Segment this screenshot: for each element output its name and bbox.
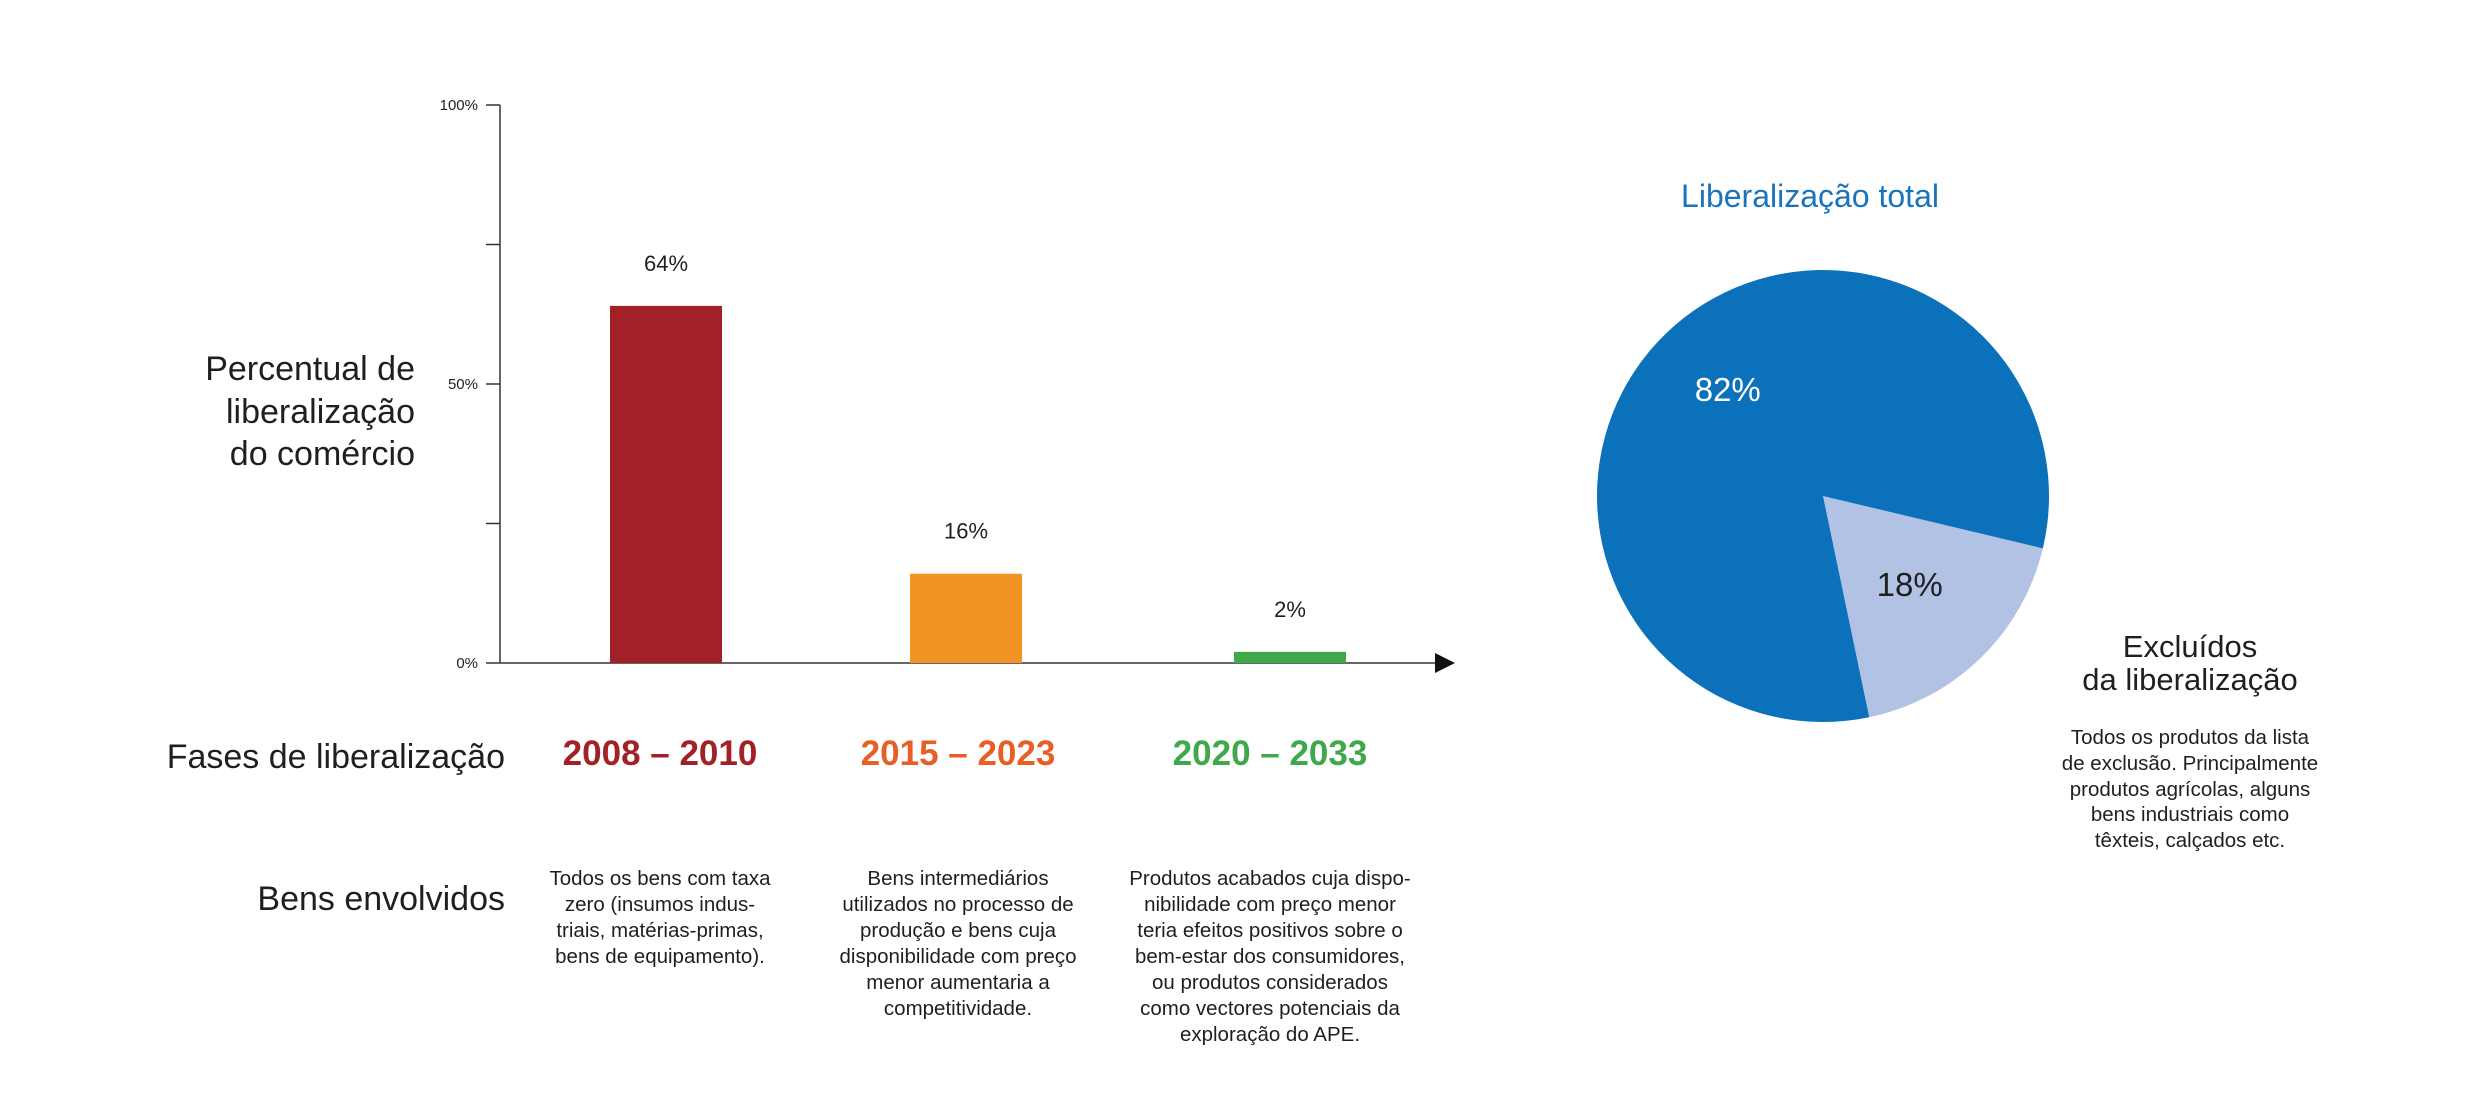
goods-description-2: Bens intermediários utilizados no proces…: [839, 867, 1077, 1021]
bar-value-label: 2%: [1274, 597, 1306, 622]
x-axis-arrow: [1435, 653, 1455, 673]
goods-row-label: Bens envolvidos: [257, 880, 505, 918]
bar-3: [1234, 651, 1346, 663]
pie-value-label: 18%: [1877, 566, 1943, 603]
pie-slice-2: [1823, 496, 2043, 718]
y-axis-title: Percentual de liberalização do comércio: [205, 350, 415, 473]
pie-title: Liberalização total: [1681, 178, 1939, 214]
phase-period-1: 2008 – 2010: [562, 734, 758, 773]
excluded-title: Excluídos da liberalização: [2082, 629, 2298, 698]
bar-value-label: 16%: [944, 519, 988, 544]
phases-row-label: Fases de liberalização: [166, 738, 505, 776]
bar-2: [910, 573, 1022, 663]
goods-description-3: Produtos acabados cuja dispo- nibilidade…: [1129, 867, 1411, 1047]
pie-value-label: 82%: [1695, 371, 1761, 408]
pie-slice-1: [1597, 270, 2049, 722]
y-tick-label: 0%: [456, 655, 478, 672]
goods-description-1: Todos os bens com taxa zero (insumos ind…: [549, 867, 771, 969]
y-tick-label: 100%: [440, 97, 478, 114]
bar-1: [610, 305, 722, 663]
bar-value-label: 64%: [644, 251, 688, 276]
excluded-description: Todos os produtos da lista de exclusão. …: [2061, 726, 2319, 853]
y-tick-label: 50%: [448, 376, 478, 393]
phase-period-2: 2015 – 2023: [860, 734, 1056, 773]
phase-period-3: 2020 – 2033: [1172, 734, 1368, 773]
